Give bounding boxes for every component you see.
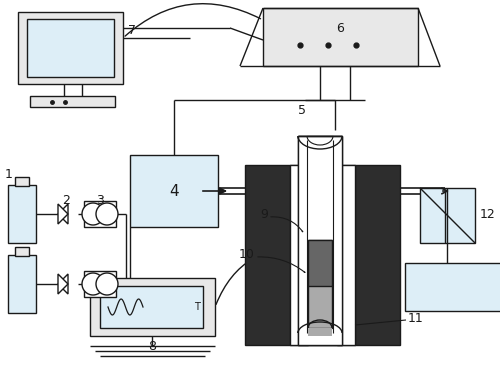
Text: 7: 7 (128, 23, 136, 36)
Bar (405, 263, 500, 311)
Bar (355, 165, 400, 345)
FancyArrowPatch shape (271, 217, 302, 232)
Circle shape (96, 273, 118, 295)
Text: 6: 6 (336, 22, 344, 35)
Bar (84, 271, 116, 297)
Bar (290, 165, 308, 345)
Text: 4: 4 (169, 184, 179, 199)
Circle shape (96, 203, 118, 225)
Bar (15, 247, 29, 256)
Bar (420, 188, 475, 243)
Text: 5: 5 (298, 104, 306, 116)
FancyArrowPatch shape (258, 257, 305, 272)
FancyArrowPatch shape (125, 4, 260, 36)
Circle shape (82, 273, 104, 295)
Bar (337, 165, 355, 345)
Bar (298, 136, 342, 345)
Bar (308, 328, 332, 336)
Bar (8, 185, 36, 243)
Bar (18, 12, 123, 84)
Bar (27, 19, 114, 77)
Text: 10: 10 (239, 249, 255, 261)
Text: 1: 1 (5, 169, 13, 181)
Bar (8, 255, 36, 313)
Bar (290, 165, 355, 345)
Bar (263, 8, 418, 66)
FancyArrowPatch shape (216, 249, 310, 304)
Bar (90, 278, 215, 336)
Bar (15, 177, 29, 186)
Polygon shape (58, 204, 68, 224)
Text: 9: 9 (260, 208, 268, 222)
Circle shape (82, 203, 104, 225)
Text: 8: 8 (148, 340, 156, 353)
Polygon shape (58, 274, 68, 294)
Text: T: T (194, 302, 200, 312)
Bar (308, 240, 332, 286)
Bar (30, 96, 115, 107)
Bar (298, 136, 342, 345)
Bar (308, 240, 332, 328)
Text: 2: 2 (62, 193, 70, 207)
Bar (100, 286, 203, 328)
Bar (84, 201, 116, 227)
Polygon shape (58, 274, 68, 294)
Bar (245, 165, 290, 345)
Bar (130, 155, 218, 227)
Text: 3: 3 (96, 193, 104, 207)
Text: 11: 11 (408, 311, 424, 324)
Text: 12: 12 (480, 208, 496, 222)
Polygon shape (58, 204, 68, 224)
